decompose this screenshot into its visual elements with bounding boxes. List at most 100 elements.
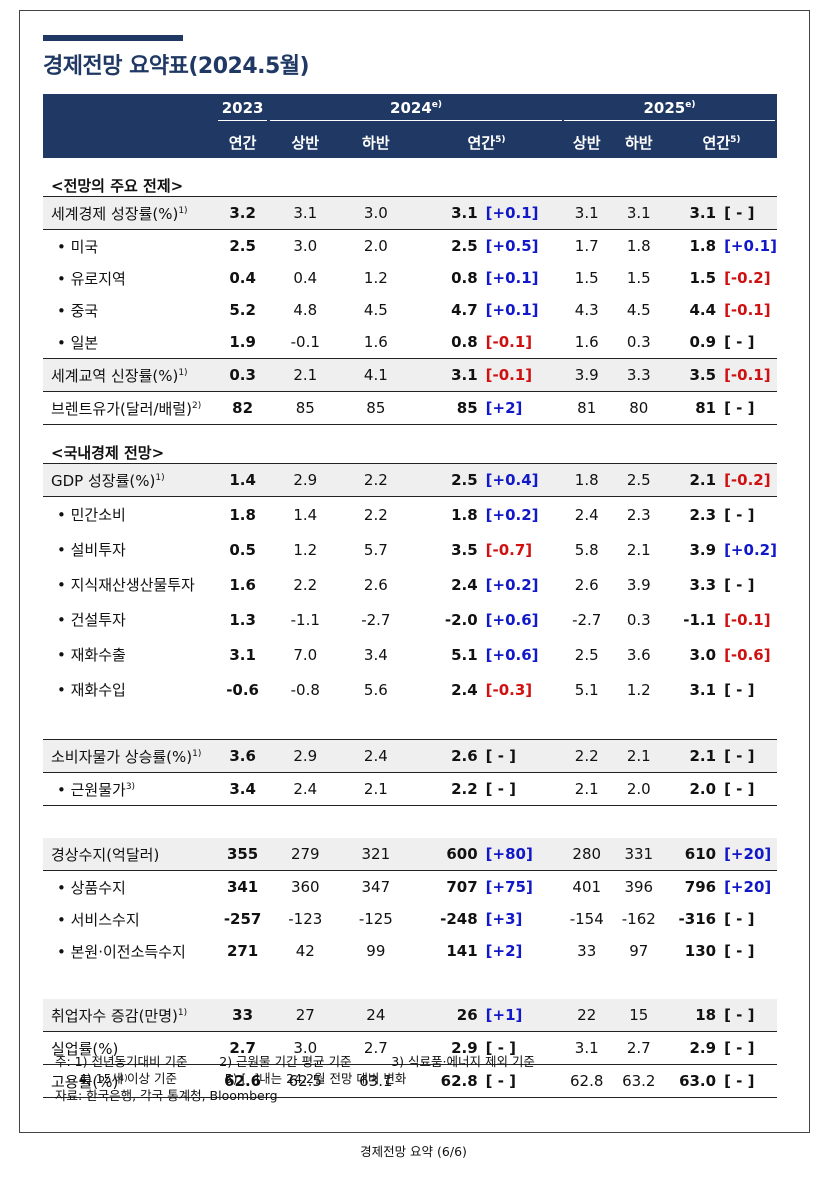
row-label-text: 실업률(%) <box>51 1039 119 1058</box>
table-cell: 3.1 <box>561 1031 612 1065</box>
table-row: 취업자수 증감(만명)1) 33 27 24 26 [+1] 22 15 18[ - ] <box>43 999 777 1032</box>
change-value: [ - ] <box>481 1031 562 1065</box>
table-cell: 1.8 <box>561 463 612 497</box>
table-cell: 355 <box>215 838 271 871</box>
row-label-text: 설비투자 <box>70 541 126 559</box>
table-row: 고용률(%)4) 62.6 62.5 63.1 62.8[ - ] 62.8 63.2 63.… <box>43 1064 777 1098</box>
table-cell: 2.5 <box>229 237 256 255</box>
row-label: • 중국 <box>43 294 215 326</box>
page-footer: 경제전망 요약 (6/6) <box>360 1144 467 1159</box>
table-cell: 3.6 <box>215 739 271 773</box>
bullet-icon: • <box>57 541 71 559</box>
change-value: [ - ] <box>481 1064 562 1098</box>
table-cell: 341 <box>226 878 259 896</box>
table-cell: 3.1 <box>229 645 256 664</box>
change-value: [ - ] <box>720 196 777 230</box>
header-year-2024: 2024e) <box>270 94 562 126</box>
section-heading-domestic: <국내경제 전망> <box>43 425 777 464</box>
table-cell: 26 <box>411 999 482 1032</box>
row-label-text: 본원·이전소득수지 <box>70 942 186 961</box>
table-cell: 3.4 <box>363 645 388 664</box>
table-cell: 2.5 <box>411 463 482 497</box>
table-cell: 1.8 <box>626 237 651 255</box>
table-cell: 0.4 <box>293 269 318 287</box>
change-value: [-0.7] <box>485 540 533 559</box>
change-value: [ - ] <box>724 505 755 524</box>
table-cell: -2.7 <box>361 610 391 629</box>
table-cell: 3.3 <box>689 575 717 594</box>
bullet-icon: • <box>57 301 71 320</box>
change-value: [+20] <box>720 838 777 871</box>
table-cell: 2.5 <box>611 463 667 497</box>
table-cell: 5.2 <box>229 301 256 319</box>
change-value: [ - ] <box>481 772 562 806</box>
table-row: • 미국 2.5 3.0 2.0 2.5 [+0.5] 1.7 1.8 1.8 [+0.1] <box>43 230 777 263</box>
change-value: [+0.2] <box>485 505 539 524</box>
table-cell: 1.8 <box>229 505 256 524</box>
table-cell: 2.1 <box>561 772 612 806</box>
row-label-text: 근원물가 <box>70 780 126 799</box>
table-cell: 85 <box>411 391 482 425</box>
table-cell: 5.1 <box>574 680 599 699</box>
table-row: 경상수지(억달러) 355 279 321 600 [+80] 280 331 610 [+20] <box>43 838 777 871</box>
header-blank <box>43 94 216 126</box>
row-label-text: 세계교역 신장률(%) <box>51 366 179 385</box>
table-cell: 3.0 <box>293 237 318 255</box>
row-label-text: 브렌트유가(달러/배럴) <box>51 399 192 418</box>
table-cell: 2.2 <box>561 739 612 773</box>
spacer-row <box>43 967 777 999</box>
table-cell: 3.3 <box>611 358 667 392</box>
row-label: • 일본 <box>43 326 215 359</box>
table-cell: 2.2 <box>363 505 388 524</box>
row-label: • 근원물가3) <box>43 772 216 806</box>
table-cell: 1.5 <box>574 269 599 287</box>
change-value: [+0.4] <box>481 463 562 497</box>
table-cell: 1.4 <box>293 505 318 524</box>
bullet-icon: • <box>57 780 71 799</box>
bullet-icon: • <box>57 333 71 352</box>
table-cell: 2.1 <box>611 739 667 773</box>
footnote-ref: 3) <box>125 781 136 792</box>
row-label-text: GDP 성장률(%) <box>51 471 156 490</box>
table-cell: 2.2 <box>293 575 318 594</box>
table-cell: 1.3 <box>229 610 256 629</box>
table-row: • 재화수입 -0.6 -0.8 5.6 2.4 [-0.3] 5.1 1.2 3.1 [ - ] <box>43 672 777 707</box>
bullet-icon: • <box>57 878 71 897</box>
table-cell: 80 <box>611 391 667 425</box>
change-value: [-0.3] <box>485 680 533 699</box>
table-cell: 2.4 <box>270 772 341 806</box>
table-cell: -0.8 <box>290 680 320 699</box>
table-cell: 2.1 <box>666 463 721 497</box>
row-label: • 서비스수지 <box>43 903 215 935</box>
page-frame <box>19 10 810 1133</box>
table-cell: 99 <box>366 942 386 960</box>
row-label-text: 미국 <box>70 237 99 256</box>
table-cell: 1.4 <box>215 463 271 497</box>
table-cell: 3.0 <box>340 196 412 230</box>
table-cell: 280 <box>561 838 612 871</box>
table-row: • 재화수출 3.1 7.0 3.4 5.1 [+0.6] 2.5 3.6 3.0 [-0.6] <box>43 637 777 672</box>
table-row: 브렌트유가(달러/배럴)2) 82 85 85 85 [+2] 81 80 81[ - ] <box>43 391 777 425</box>
row-label: • 유로지역 <box>43 262 215 294</box>
header-year-2025: 2025e) <box>561 94 777 126</box>
header-annual-2023: 연간 <box>215 126 271 158</box>
table-cell: 2.3 <box>626 505 651 524</box>
table-cell: 5.7 <box>363 540 388 559</box>
bullet-icon: • <box>57 942 71 961</box>
row-label: • 건설투자 <box>43 602 215 637</box>
change-value: [+75] <box>485 878 533 896</box>
row-label: • 미국 <box>43 230 215 263</box>
table-cell: 1.8 <box>451 505 478 524</box>
table-cell: 2.4 <box>574 505 599 524</box>
table-cell: 4.7 <box>451 301 478 319</box>
change-value: [ - ] <box>481 739 562 773</box>
table-cell: 1.2 <box>363 269 388 287</box>
table-cell: 401 <box>572 878 602 896</box>
table-cell: -248 <box>440 910 478 928</box>
table-cell: 796 <box>684 878 717 896</box>
table-cell: 62.6 <box>215 1064 271 1098</box>
table-row: • 민간소비 1.8 1.4 2.2 1.8 [+0.2] 2.4 2.3 2.3 [ - ] <box>43 497 777 533</box>
change-value: [ - ] <box>724 333 755 351</box>
table-cell: -1.1 <box>683 610 717 629</box>
table-cell: 130 <box>684 942 717 960</box>
